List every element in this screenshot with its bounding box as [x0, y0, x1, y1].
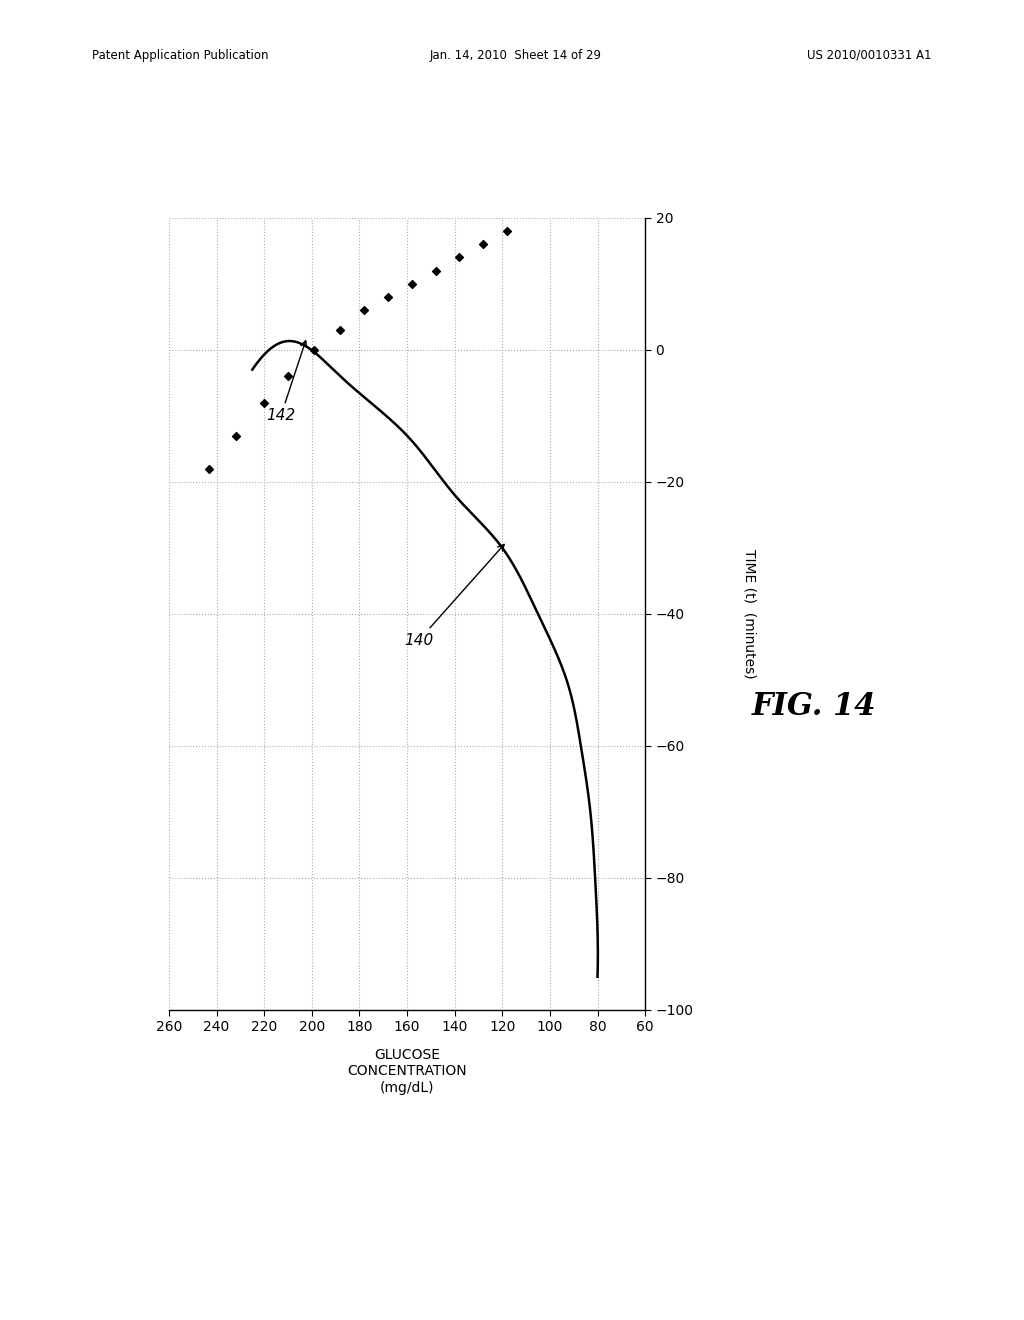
Point [332, 319, 348, 341]
Y-axis label: TIME (t)  (minutes): TIME (t) (minutes) [742, 549, 756, 678]
X-axis label: GLUCOSE
CONCENTRATION
(mg/dL): GLUCOSE CONCENTRATION (mg/dL) [347, 1048, 467, 1094]
Text: Jan. 14, 2010  Sheet 14 of 29: Jan. 14, 2010 Sheet 14 of 29 [430, 49, 602, 62]
Point [202, 458, 218, 479]
Point [403, 273, 420, 294]
Text: Patent Application Publication: Patent Application Publication [92, 49, 268, 62]
Point [227, 425, 244, 446]
Text: 140: 140 [404, 544, 504, 648]
Point [306, 339, 323, 360]
Text: US 2010/0010331 A1: US 2010/0010331 A1 [807, 49, 932, 62]
Point [356, 300, 373, 321]
Text: 142: 142 [266, 341, 306, 424]
Point [256, 392, 272, 413]
Point [280, 366, 296, 387]
Point [499, 220, 515, 242]
Point [452, 247, 468, 268]
Point [475, 234, 492, 255]
Point [380, 286, 396, 308]
Text: FIG. 14: FIG. 14 [752, 690, 877, 722]
Point [427, 260, 443, 281]
